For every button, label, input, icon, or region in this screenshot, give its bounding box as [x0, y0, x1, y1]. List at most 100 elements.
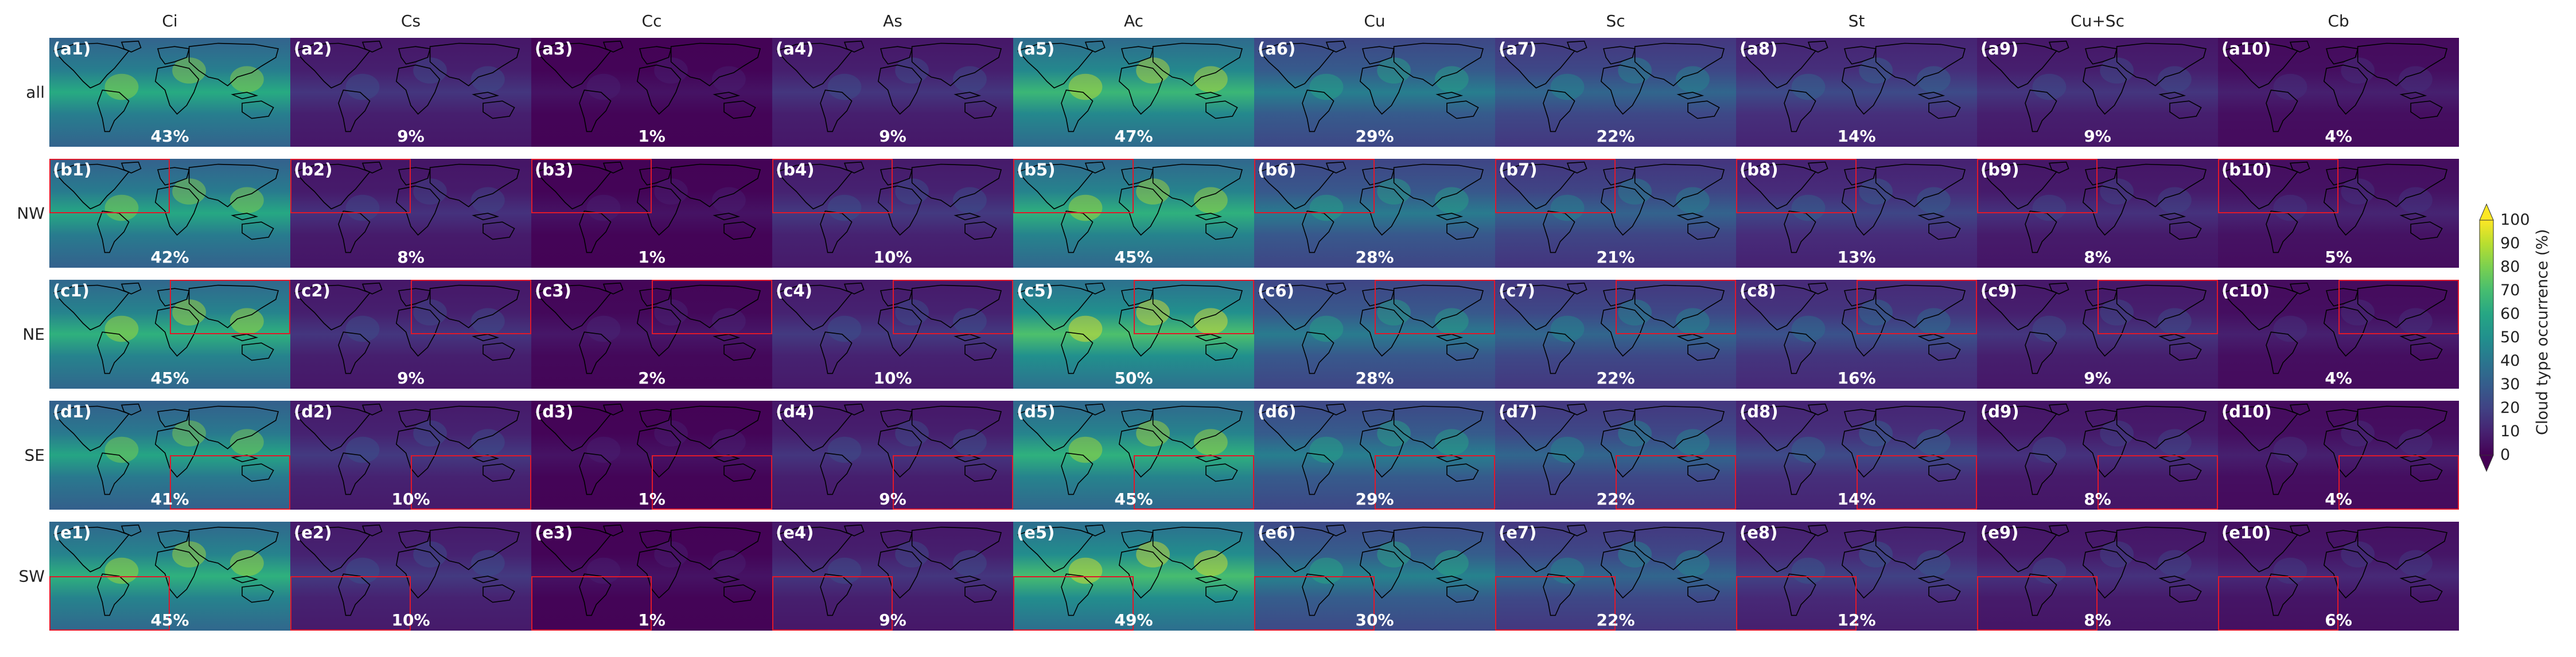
- coastline-europe: [2084, 167, 2118, 186]
- coastline-australia: [1205, 221, 1238, 240]
- field-hotspot-2: [1309, 194, 1344, 221]
- coastline-africa: [877, 306, 923, 357]
- coastline-north-america: [1258, 405, 1334, 452]
- coastline-africa: [636, 185, 682, 236]
- field-hotspot-1: [1859, 541, 1893, 568]
- field-hotspot-1: [1618, 57, 1652, 84]
- panel-value: 9%: [879, 490, 906, 509]
- coastline-australia: [1687, 221, 1720, 240]
- coastline-indonesia: [713, 334, 741, 342]
- coastline-africa: [1359, 64, 1404, 115]
- panel-label: (c10): [2221, 281, 2270, 300]
- map-panel-b5: (b5) 45%: [1013, 159, 1254, 268]
- coastline-africa: [395, 427, 441, 478]
- column-title-3: As: [883, 11, 902, 30]
- field-hotspot-2: [1791, 436, 1826, 463]
- coastline-greenland: [1566, 161, 1587, 174]
- coastline-australia: [964, 100, 997, 119]
- coastline-australia: [2410, 342, 2443, 361]
- coastline-north-america: [1981, 526, 2057, 573]
- map-panel-c10: (c10) 4%: [2218, 280, 2459, 389]
- row-title-nw: NW: [17, 204, 45, 223]
- region-box-ne: [1134, 280, 1254, 334]
- coastline-north-america: [1981, 405, 2057, 452]
- coastline-indonesia: [954, 213, 982, 221]
- colorbar-extend-min: [2479, 455, 2494, 472]
- coastline-europe: [157, 530, 190, 549]
- coastline-australia: [1687, 584, 1720, 603]
- coastline-greenland: [1566, 524, 1587, 537]
- coastline-africa: [2323, 185, 2368, 236]
- panel-value: 43%: [150, 127, 189, 146]
- field-hotspot-2: [1309, 73, 1344, 100]
- map-panel-a1: (a1) 43%: [49, 38, 290, 147]
- coastline-asia: [188, 163, 279, 208]
- column-title-4: Ac: [1123, 11, 1144, 30]
- region-box-ne: [411, 280, 531, 334]
- field-hotspot-1: [895, 57, 929, 84]
- coastline-indonesia: [1676, 576, 1705, 584]
- panel-value: 10%: [873, 369, 912, 388]
- column-title-6: Sc: [1606, 11, 1625, 30]
- coastline-greenland: [1325, 524, 1347, 537]
- coastline-australia: [1928, 100, 1961, 119]
- coastline-europe: [1361, 409, 1395, 428]
- field-hotspot-1: [2100, 420, 2134, 447]
- panel-label: (b7): [1499, 160, 1538, 179]
- coastline-europe: [398, 409, 431, 428]
- map-panel-b10: (b10) 5%: [2218, 159, 2459, 268]
- coastline-europe: [1602, 530, 1636, 549]
- field-hotspot-2: [345, 436, 380, 463]
- coastline-north-america: [1981, 163, 2057, 210]
- coastline-asia: [670, 405, 761, 449]
- coastline-africa: [1600, 548, 1645, 599]
- coastline-australia: [2410, 100, 2443, 119]
- region-box-sw: [772, 576, 893, 631]
- coastline-asia: [2357, 42, 2448, 87]
- coastline-asia: [911, 284, 1002, 328]
- field-hotspot-0: [1435, 187, 1469, 213]
- coastline-australia: [2169, 584, 2202, 603]
- coastline-europe: [1602, 167, 1636, 186]
- region-box-se: [1616, 455, 1736, 510]
- coastline-africa: [1600, 64, 1645, 115]
- coastline-africa: [154, 185, 200, 236]
- colorbar-tick-20: 20: [2500, 399, 2520, 417]
- field-hotspot-1: [1377, 541, 1411, 568]
- coastline-north-america: [1499, 163, 1575, 210]
- panel-label: (b3): [535, 160, 574, 179]
- map-field: [1254, 38, 1495, 147]
- panel-value: 49%: [1114, 611, 1153, 629]
- map-field: [2218, 38, 2459, 147]
- coastline-asia: [2116, 405, 2207, 449]
- field-hotspot-0: [712, 187, 746, 213]
- field-hotspot-1: [895, 541, 929, 568]
- panel-label: (a6): [1258, 39, 1296, 58]
- region-box-sw: [1977, 576, 2098, 631]
- coastline-australia: [2169, 463, 2202, 482]
- map-panel-b7: (b7) 21%: [1495, 159, 1736, 268]
- coastline-europe: [2084, 409, 2118, 428]
- map-field: [1736, 159, 1977, 268]
- colorbar-tick-50: 50: [2500, 328, 2520, 346]
- region-box-sw: [1736, 576, 1857, 631]
- coastline-australia: [964, 342, 997, 361]
- field-background: [290, 38, 531, 147]
- colorbar-tick-70: 70: [2500, 281, 2520, 299]
- column-title-7: St: [1848, 11, 1865, 30]
- panel-value: 10%: [391, 611, 430, 629]
- coastline-africa: [2082, 427, 2127, 478]
- coastline-indonesia: [231, 334, 259, 342]
- field-hotspot-1: [413, 420, 447, 447]
- field-background: [1254, 38, 1495, 147]
- coastline-europe: [157, 167, 190, 186]
- panel-label: (d9): [1980, 402, 2019, 421]
- coastline-australia: [1928, 463, 1961, 482]
- region-box-ne: [1375, 280, 1495, 334]
- field-hotspot-1: [172, 541, 206, 568]
- coastline-indonesia: [472, 213, 500, 221]
- panel-label: (a7): [1499, 39, 1537, 58]
- field-hotspot-2: [1791, 194, 1826, 221]
- coastline-greenland: [1325, 403, 1347, 416]
- coastline-australia: [1446, 342, 1479, 361]
